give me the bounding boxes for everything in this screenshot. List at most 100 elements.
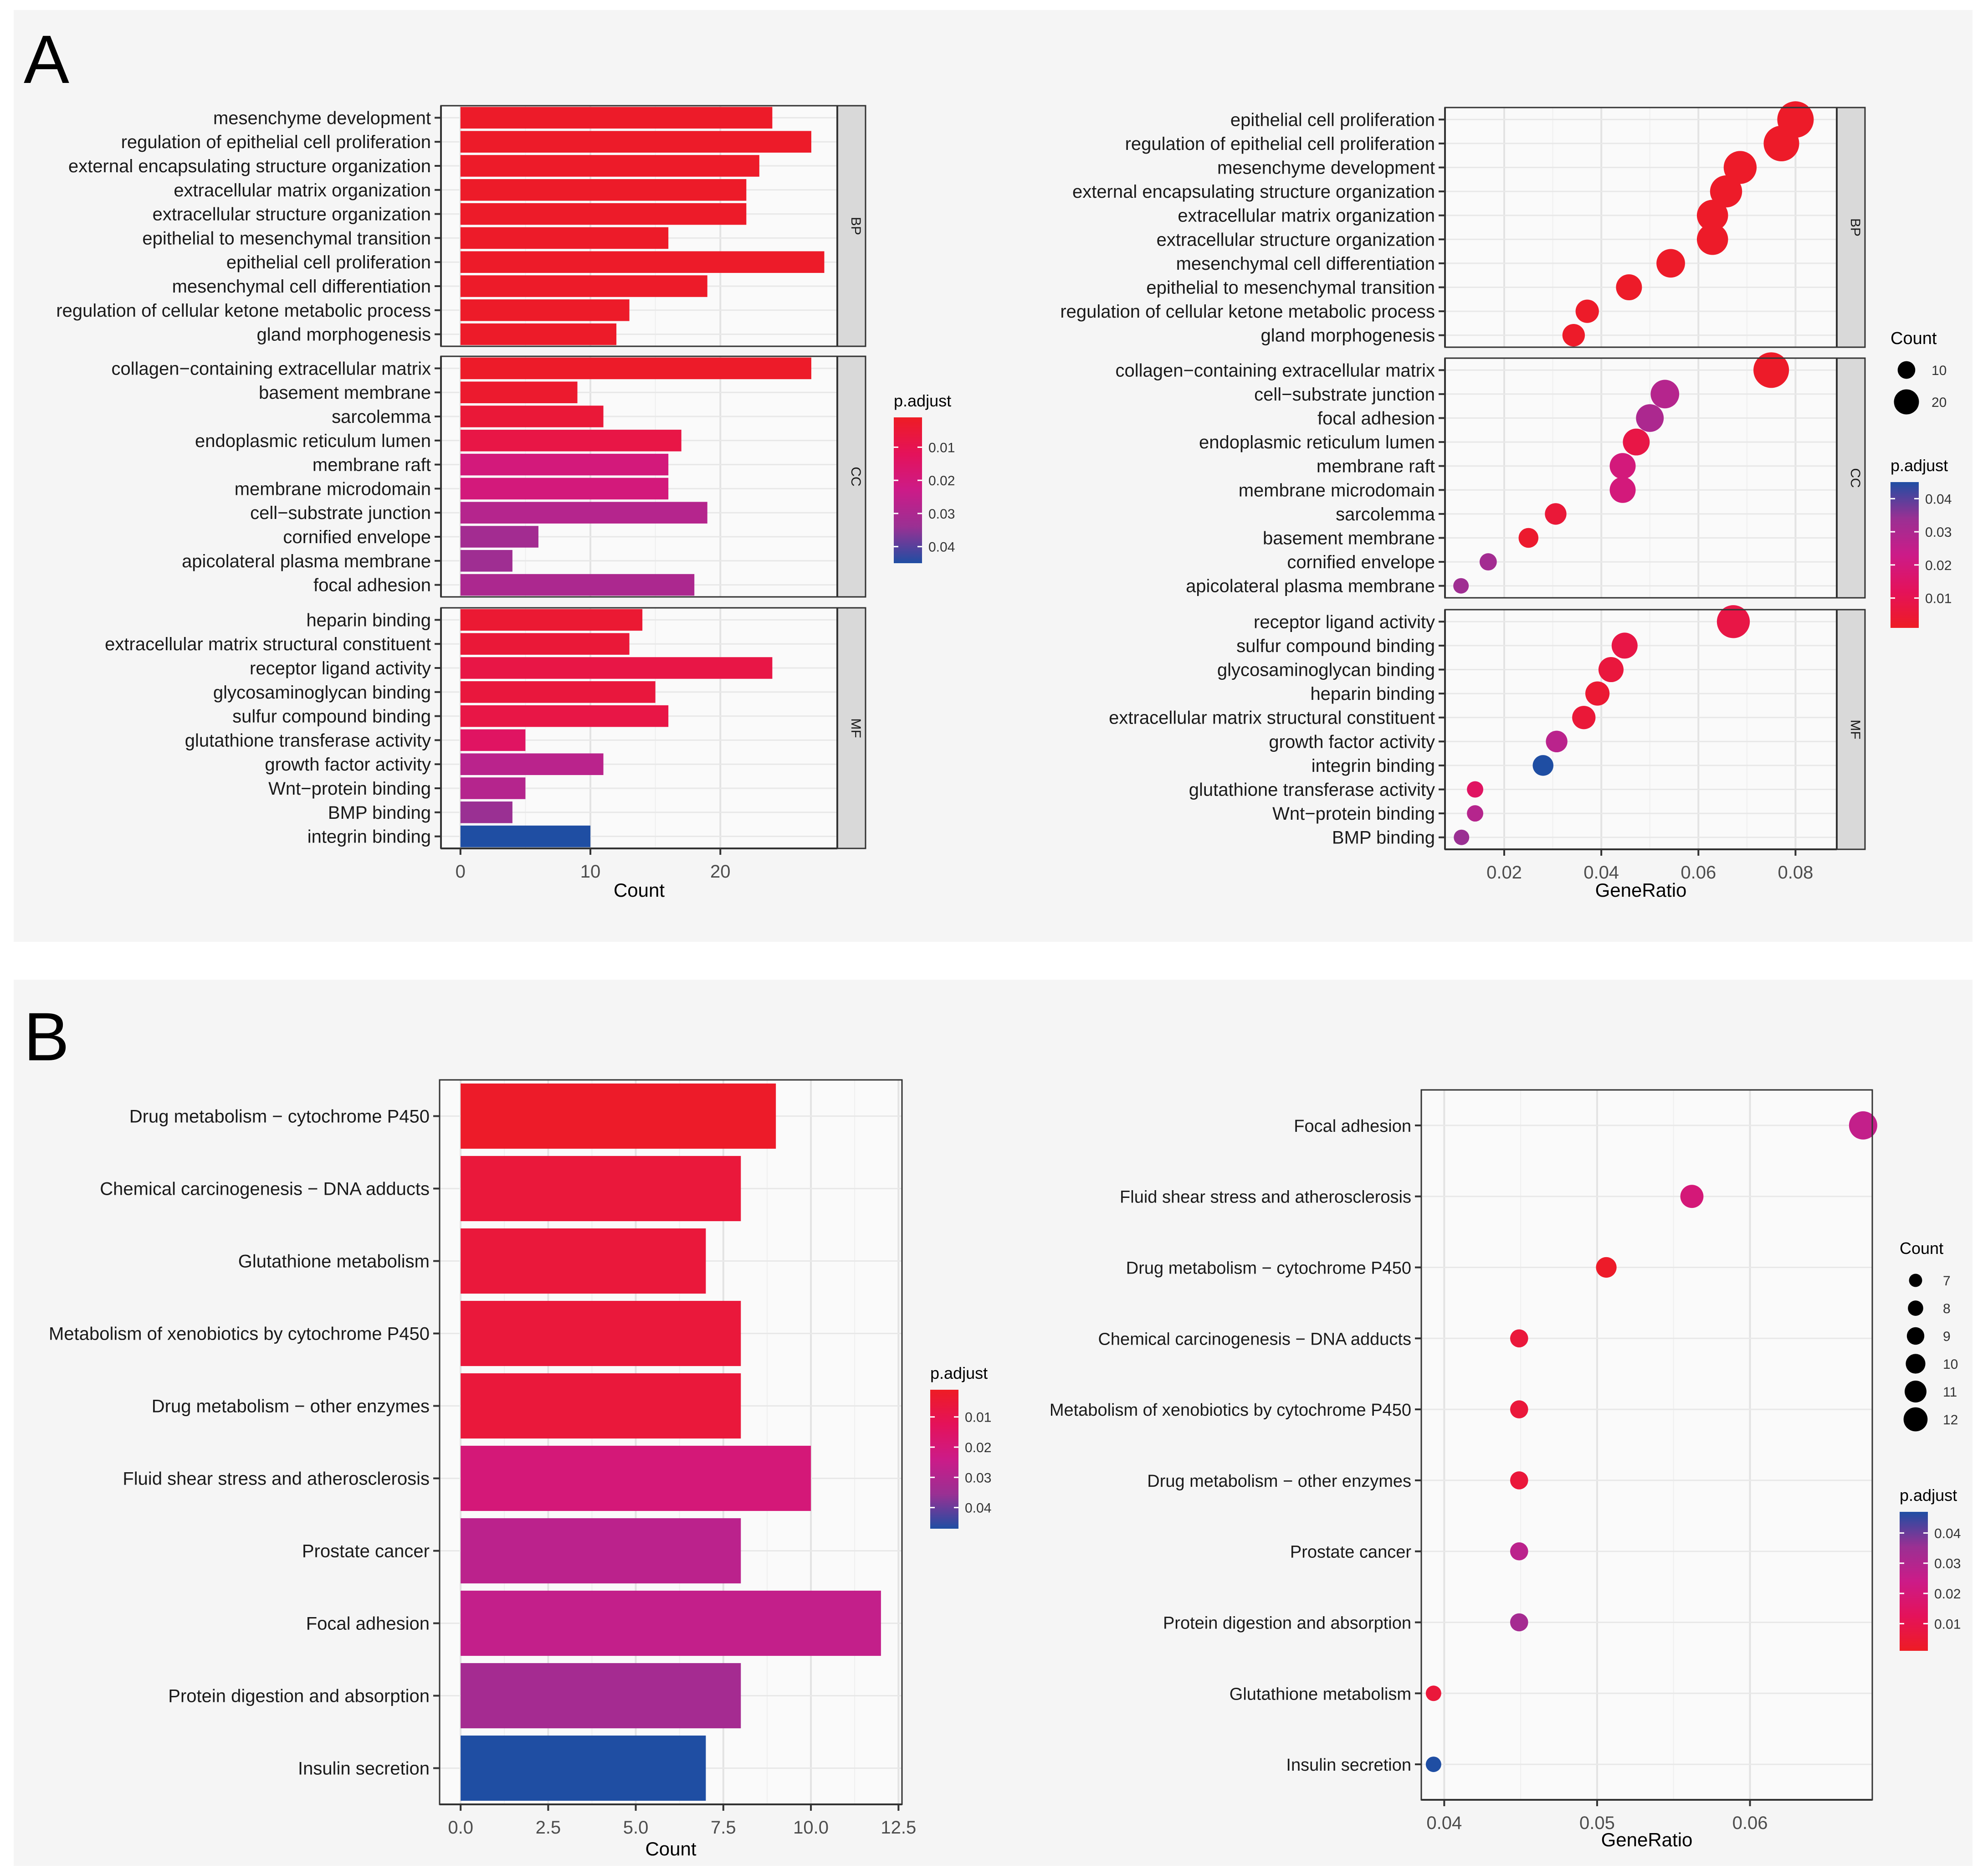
b-bar-bar-2 [461, 1228, 706, 1294]
b-dot-dot-7 [1510, 1613, 1528, 1632]
b-bar-y-label-4: Drug metabolism − other enzymes [152, 1397, 430, 1417]
a-bar-colorbar-bar [894, 417, 922, 563]
a-bar-mf-bar-6 [460, 753, 604, 775]
b-bar-y-label-2: Glutathione metabolism [238, 1252, 430, 1272]
a-bar-mf-y-label-5: glutathione transferase activity [185, 730, 431, 750]
a-bar-mf-y-label-9: integrin binding [307, 827, 431, 847]
a-dot-cc-strip-label: CC [1848, 468, 1863, 488]
a-bar-cc-y-label-3: endoplasmic reticulum lumen [195, 431, 431, 451]
a-dot-cc-border [1444, 357, 1866, 599]
a-dot-cc-dot-5 [1609, 477, 1636, 503]
a-dot-size-label-1: 20 [1932, 395, 1947, 410]
a-dot-size-key-1 [1894, 389, 1919, 415]
a-dot-bp-dot-3 [1710, 175, 1742, 208]
b-dot-y-label-4: Metabolism of xenobiotics by cytochrome … [1050, 1401, 1411, 1420]
a-dot-cc-y-label-7: basement membrane [1263, 529, 1435, 549]
a-dot-colorbar-title: p.adjust [1891, 456, 1948, 475]
a-bar-x-tick-label-2: 20 [710, 862, 731, 882]
b-bar-y-label-8: Protein digestion and absorption [168, 1686, 430, 1706]
a-bar-bp-y-label-1: regulation of epithelial cell proliferat… [121, 132, 431, 152]
a-dot-mf-plot-area [1445, 610, 1837, 849]
a-bar-mf-y-label-6: growth factor activity [265, 755, 431, 775]
a-bar-cc-y-label-8: apicolateral plasma membrane [182, 551, 431, 571]
a-bar-cc-bar-0 [460, 357, 811, 380]
a-dot-colorbar-label-3: 0.04 [1925, 492, 1952, 507]
b-dot-y-label-5: Drug metabolism − other enzymes [1147, 1472, 1411, 1491]
a-dot-cc-dot-3 [1623, 428, 1650, 456]
a-bar-bp-bar-8 [460, 299, 630, 321]
b-bar-y-label-0: Drug metabolism − cytochrome P450 [129, 1107, 430, 1127]
a-dot-bp-dot-5 [1696, 224, 1728, 255]
a-bar-cc-y-label-5: membrane microdomain [235, 479, 431, 499]
a-bar-colorbar-label-0: 0.01 [928, 440, 955, 455]
b-dot-size-key-5 [1903, 1407, 1928, 1432]
a-bar-mf-y-label-0: heparin binding [306, 610, 431, 630]
b-dot-size-key-4 [1905, 1381, 1927, 1402]
a-bar-cc-bar-4 [460, 453, 669, 476]
a-bar-cc-border [440, 355, 866, 598]
b-dot-dot-1 [1680, 1185, 1704, 1208]
a-dot-mf-y-label-4: extracellular matrix structural constitu… [1109, 708, 1435, 728]
a-bar-bp-y-label-8: regulation of cellular ketone metabolic … [56, 301, 431, 321]
a-bar-mf-y-label-3: glycosaminoglycan binding [213, 683, 431, 703]
b-dot-size-label-5: 12 [1943, 1413, 1958, 1428]
a-dot-bp-y-label-2: mesenchyme development [1217, 158, 1435, 178]
a-dot-mf-y-label-9: BMP binding [1332, 828, 1435, 848]
a-dot-mf-y-label-6: integrin binding [1312, 756, 1435, 776]
a-dot-bp-dot-1 [1763, 125, 1799, 161]
b-dot-y-label-2: Drug metabolism − cytochrome P450 [1126, 1259, 1411, 1278]
a-dot-cc-dot-8 [1479, 553, 1497, 571]
a-bar-colorbar-label-1: 0.02 [928, 473, 955, 488]
a-dot-mf-dot-9 [1454, 829, 1470, 845]
a-bar-mf-bar-1 [460, 633, 630, 655]
b-bar-bar-4 [461, 1373, 741, 1439]
a-dot-mf-y-label-0: receptor ligand activity [1254, 612, 1435, 632]
a-bar-mf-y-label-7: Wnt−protein binding [268, 779, 431, 799]
b-dot-x-tick-label-1: 0.05 [1579, 1813, 1615, 1833]
a-bar-colorbar-label-3: 0.04 [928, 540, 955, 555]
b-bar-y-label-3: Metabolism of xenobiotics by cytochrome … [49, 1324, 430, 1344]
a-bar-mf-bar-7 [460, 777, 526, 799]
a-dot-mf-dot-7 [1467, 781, 1484, 798]
a-bar-mf-bar-9 [460, 825, 591, 848]
b-bar-y-label-9: Insulin secretion [298, 1759, 430, 1779]
b-dot-dot-4 [1510, 1400, 1528, 1418]
a-dot-cc-dot-1 [1650, 380, 1680, 409]
a-dot-colorbar-label-2: 0.03 [1925, 525, 1952, 540]
a-dot-bp-strip-label: BP [1848, 218, 1863, 236]
a-bar-cc-y-label-1: basement membrane [259, 383, 431, 403]
a-dot-bp-y-label-7: epithelial to mesenchymal transition [1146, 278, 1435, 298]
a-dot-bp-y-label-9: gland morphogenesis [1261, 326, 1435, 346]
b-dot-dot-9 [1425, 1757, 1441, 1772]
b-dot-dot-6 [1510, 1542, 1528, 1561]
a-bar-x-axis-title: Count [614, 879, 665, 901]
b-bar-x-tick-label-1: 2.5 [536, 1818, 561, 1838]
a-bar-mf-y-label-2: receptor ligand activity [250, 658, 431, 678]
a-dot-bp-dot-2 [1723, 151, 1757, 184]
b-dot-colorbar-label-1: 0.02 [1934, 1587, 1961, 1602]
a-bar-cc-bar-8 [460, 550, 512, 572]
a-bar-mf-bar-4 [460, 705, 669, 727]
a-dot-bp-y-label-5: extracellular structure organization [1157, 230, 1435, 250]
b-bar-bar-9 [461, 1735, 706, 1801]
a-dot-cc-y-label-9: apicolateral plasma membrane [1186, 576, 1435, 596]
a-bar-bp-y-label-3: extracellular matrix organization [174, 180, 431, 200]
a-dot-bp-y-label-1: regulation of epithelial cell proliferat… [1125, 134, 1435, 154]
b-bar-colorbar-label-1: 0.02 [965, 1440, 991, 1455]
b-dot-y-label-3: Chemical carcinogenesis − DNA adducts [1098, 1330, 1411, 1349]
a-bar-bp-border [440, 105, 866, 347]
b-dot-dot-2 [1596, 1257, 1617, 1278]
a-bar-bp-bar-5 [460, 227, 669, 249]
b-bar-x-tick-label-3: 7.5 [711, 1818, 736, 1838]
a-bar-colorbar-label-2: 0.03 [928, 507, 955, 522]
a-dot-bp-y-label-0: epithelial cell proliferation [1230, 110, 1435, 130]
a-bar-mf-bar-0 [460, 609, 643, 631]
b-bar-bar-8 [461, 1663, 741, 1729]
b-dot-size-legend-title: Count [1900, 1239, 1943, 1258]
a-bar-bp-strip [837, 106, 866, 346]
b-bar-colorbar-bar [930, 1390, 958, 1529]
a-dot-bp-y-label-8: regulation of cellular ketone metabolic … [1060, 302, 1435, 322]
b-dot-y-label-0: Focal adhesion [1294, 1117, 1411, 1136]
a-bar-cc-bar-5 [460, 478, 669, 500]
